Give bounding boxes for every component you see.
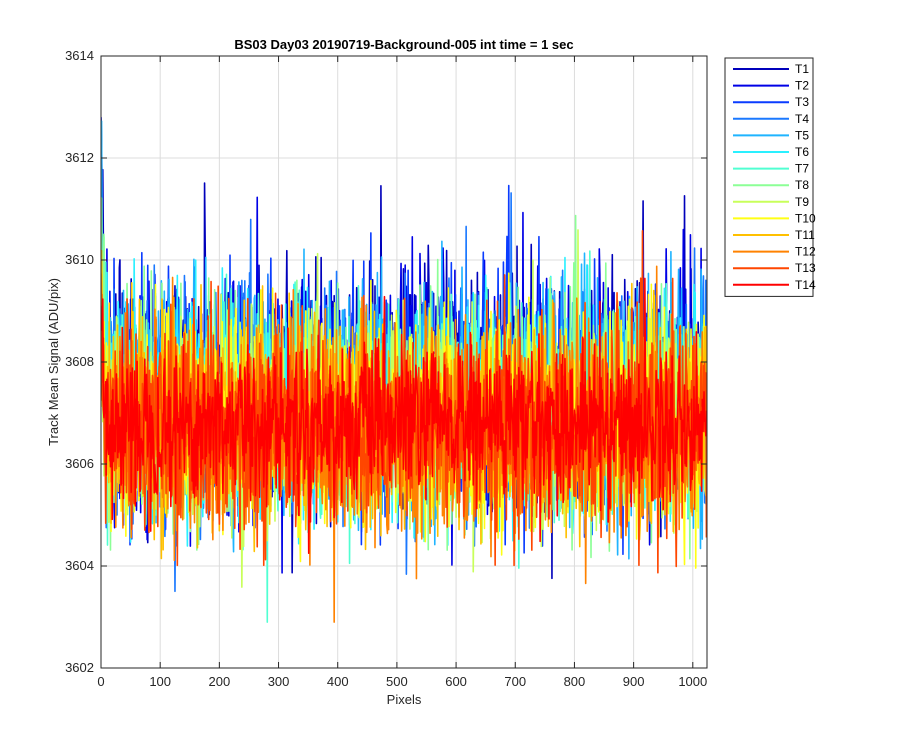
legend-label-t9: T9: [795, 195, 809, 209]
x-tick-label: 900: [623, 674, 645, 689]
series-line-t14: [101, 277, 707, 555]
x-tick-label: 700: [504, 674, 526, 689]
legend-label-t6: T6: [795, 145, 809, 159]
x-tick-label: 400: [327, 674, 349, 689]
legend: T1 T2 T3 T4 T5 T6 T7 T8 T9 T10 T11 T12 T13 T14: [724, 57, 816, 297]
legend-label-t12: T12: [795, 245, 816, 259]
legend-label-t14: T14: [795, 278, 816, 292]
x-tick-label: 300: [268, 674, 290, 689]
y-tick-label: 3608: [65, 354, 94, 369]
series-layer: [101, 117, 707, 623]
legend-label-t3: T3: [795, 95, 809, 109]
legend-label-t13: T13: [795, 261, 816, 275]
x-tick-label: 100: [149, 674, 171, 689]
legend-label-t4: T4: [795, 112, 809, 126]
chart-title: BS03 Day03 20190719-Background-005 int t…: [234, 37, 573, 52]
x-tick-label: 500: [386, 674, 408, 689]
legend-label-t8: T8: [795, 178, 809, 192]
y-tick-label: 3606: [65, 456, 94, 471]
ticks: 0 100 200 300 400 500 600 700 800 900 1000 3602 3604…: [65, 48, 707, 689]
y-tick-label: 3610: [65, 252, 94, 267]
x-tick-label: 0: [97, 674, 104, 689]
x-axis-label: Pixels: [387, 692, 422, 707]
y-axis-label: Track Mean Signal (ADU/pix): [46, 278, 61, 446]
legend-label-t10: T10: [795, 211, 816, 225]
legend-label-t1: T1: [795, 62, 809, 76]
x-tick-label: 800: [564, 674, 586, 689]
y-tick-label: 3612: [65, 150, 94, 165]
y-tick-label: 3604: [65, 558, 94, 573]
legend-label-t7: T7: [795, 162, 809, 176]
x-tick-label: 600: [445, 674, 467, 689]
legend-box: [724, 57, 814, 297]
y-tick-label: 3602: [65, 660, 94, 675]
legend-label-t11: T11: [795, 228, 815, 242]
x-tick-label: 200: [209, 674, 231, 689]
y-tick-label: 3614: [65, 48, 94, 63]
legend-label-t5: T5: [795, 128, 809, 142]
legend-label-t2: T2: [795, 79, 809, 93]
x-tick-label: 1000: [678, 674, 707, 689]
